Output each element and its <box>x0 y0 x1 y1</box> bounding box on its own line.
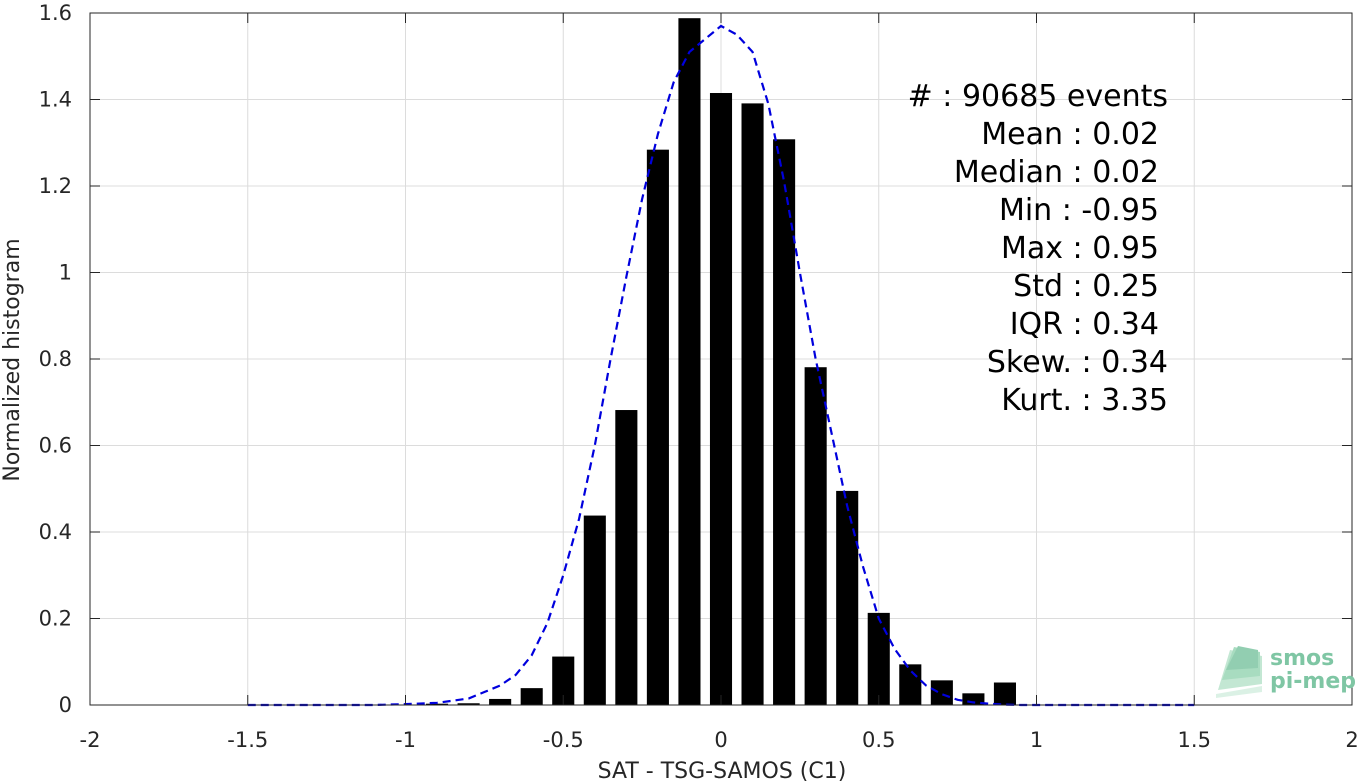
histogram-bar <box>867 612 890 705</box>
x-tick-label: 0 <box>714 728 727 752</box>
stat-min: Min : -0.95 <box>999 193 1159 228</box>
x-tick-label: 0.5 <box>862 728 895 752</box>
stat-kurt: Kurt. : 3.35 <box>1001 383 1168 418</box>
stats-annotation: # : 90685 events Mean : 0.02 Median : 0.… <box>908 79 1168 418</box>
histogram-bar <box>709 93 733 705</box>
histogram-bar <box>552 656 575 705</box>
x-tick-label: 2 <box>1345 728 1358 752</box>
histogram-bar <box>899 664 922 705</box>
logo-wave-icon <box>1216 646 1262 698</box>
stat-skew: Skew. : 0.34 <box>987 345 1168 380</box>
histogram-bar <box>646 149 669 706</box>
histogram-bar <box>993 682 1016 705</box>
histogram-bar <box>773 139 796 706</box>
y-tick-label: 0.2 <box>39 607 72 631</box>
bar-series <box>426 18 1016 706</box>
y-tick-label: 1 <box>59 261 72 285</box>
histogram-bar <box>520 688 543 705</box>
histogram-bar <box>678 18 701 705</box>
y-axis-label: Normalized histogram <box>0 238 25 481</box>
histogram-bar <box>426 703 449 705</box>
smos-pimep-logo: smos pi-mep <box>1216 646 1356 698</box>
histogram-bar <box>615 410 638 705</box>
x-tick-label: 1 <box>1030 728 1043 752</box>
stat-events: # : 90685 events <box>908 79 1168 114</box>
y-tick-label: 0 <box>59 693 72 717</box>
x-tick-label: -0.5 <box>543 728 584 752</box>
y-tick-label: 0.6 <box>39 434 72 458</box>
stat-std: Std : 0.25 <box>1013 269 1159 304</box>
stat-iqr: IQR : 0.34 <box>1010 307 1159 342</box>
stat-max: Max : 0.95 <box>1001 231 1159 266</box>
histogram-bar <box>836 490 859 705</box>
histogram-bar <box>962 693 985 705</box>
fit-curve-line <box>247 24 1195 707</box>
histogram-bar <box>583 515 606 705</box>
stat-median: Median : 0.02 <box>954 155 1159 190</box>
y-tick-label: 1.2 <box>39 174 72 198</box>
x-axis-label: SAT - TSG-SAMOS (C1) <box>598 759 847 784</box>
y-tick-label: 1.6 <box>39 1 72 25</box>
histogram-bar <box>930 680 953 705</box>
x-tick-label: -1 <box>395 728 416 752</box>
y-tick-labels: 0 0.2 0.4 0.6 0.8 1 1.2 1.4 1.6 <box>39 1 72 717</box>
histogram-bar <box>489 698 512 705</box>
x-tick-label: -2 <box>80 728 101 752</box>
histogram-bar <box>457 703 480 705</box>
x-tick-labels: -2 -1.5 -1 -0.5 0 0.5 1 1.5 2 <box>80 728 1359 752</box>
logo-text-smos: smos <box>1270 646 1334 671</box>
y-tick-label: 1.4 <box>39 88 72 112</box>
y-tick-label: 0.4 <box>39 520 72 544</box>
histogram-bar <box>804 367 827 705</box>
logo-text-pimep: pi-mep <box>1270 669 1356 694</box>
histogram-bar <box>741 103 764 705</box>
x-tick-label: 1.5 <box>1178 728 1211 752</box>
axis-ticks <box>89 12 1353 706</box>
x-tick-label: -1.5 <box>227 728 268 752</box>
stat-mean: Mean : 0.02 <box>981 117 1159 152</box>
y-tick-label: 0.8 <box>39 347 72 371</box>
